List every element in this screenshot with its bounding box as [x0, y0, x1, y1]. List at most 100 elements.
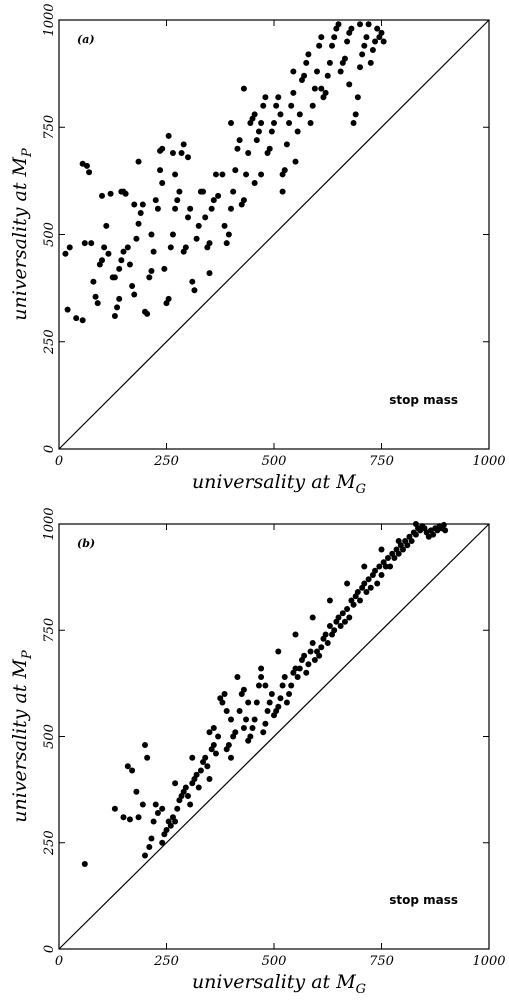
data-point — [221, 691, 228, 697]
data-point — [185, 154, 191, 161]
data-point — [159, 839, 166, 846]
data-point — [339, 610, 346, 617]
data-point — [219, 171, 226, 178]
data-point — [266, 699, 273, 706]
data-point — [206, 776, 213, 782]
data-point — [309, 640, 316, 646]
data-point — [354, 589, 361, 595]
data-point — [275, 648, 282, 655]
data-point — [378, 572, 385, 578]
data-point — [223, 240, 230, 247]
data-point — [120, 814, 127, 821]
data-point — [161, 265, 168, 272]
y-tick-label: 0 — [42, 945, 57, 953]
data-point — [374, 25, 381, 32]
data-point — [135, 220, 142, 227]
data-point — [142, 852, 148, 859]
data-point — [271, 119, 277, 126]
data-point — [318, 85, 325, 92]
data-point — [114, 304, 121, 311]
data-point — [380, 38, 387, 45]
data-point — [215, 192, 222, 199]
data-point — [316, 42, 323, 49]
data-point — [185, 793, 191, 799]
data-point — [131, 201, 138, 208]
data-point — [167, 244, 174, 251]
data-point — [131, 291, 138, 298]
data-point — [305, 661, 312, 668]
data-point — [341, 55, 348, 62]
data-point — [303, 59, 310, 66]
x-tick-label: 250 — [153, 454, 179, 469]
data-point — [176, 188, 183, 195]
data-point — [124, 244, 131, 251]
y-tick-label: 750 — [42, 618, 57, 643]
data-point — [412, 521, 419, 527]
data-point — [169, 149, 176, 156]
data-point — [142, 742, 148, 748]
data-point — [240, 85, 247, 92]
data-point — [326, 623, 333, 629]
data-point — [359, 51, 366, 58]
data-point — [124, 763, 131, 770]
data-point — [236, 708, 243, 714]
data-point — [301, 652, 308, 659]
data-point — [133, 235, 140, 242]
data-point — [309, 102, 316, 109]
data-point — [172, 171, 179, 178]
y-tick-label: 500 — [42, 222, 57, 247]
data-point — [277, 111, 284, 118]
data-point — [266, 145, 273, 152]
data-point — [296, 111, 303, 118]
data-point — [260, 102, 267, 109]
data-point — [281, 674, 288, 680]
panel-label: (b) — [77, 537, 95, 550]
data-point — [146, 274, 153, 281]
stop-mass-annotation: stop mass — [389, 393, 458, 407]
data-point — [262, 94, 269, 101]
data-point — [228, 205, 234, 212]
data-point — [324, 640, 331, 646]
data-point — [185, 214, 191, 221]
data-point — [135, 814, 142, 821]
data-point — [212, 750, 219, 757]
data-point — [275, 94, 282, 101]
data-point — [378, 546, 385, 553]
data-point — [303, 669, 310, 676]
data-point — [228, 716, 234, 723]
data-point — [206, 729, 213, 736]
data-point — [245, 699, 252, 706]
x-tick-label: 500 — [262, 954, 287, 969]
data-point — [236, 137, 243, 144]
data-point — [283, 699, 290, 706]
data-point — [361, 42, 368, 49]
data-point — [90, 278, 97, 285]
data-point — [129, 767, 136, 774]
data-point — [281, 167, 288, 174]
x-tick-label: 0 — [55, 454, 63, 469]
y-tick-label: 500 — [42, 724, 57, 749]
data-point — [268, 128, 275, 135]
data-point — [163, 827, 170, 833]
data-point — [118, 257, 125, 264]
data-point — [152, 801, 159, 808]
data-point — [296, 665, 303, 672]
data-point — [311, 657, 318, 663]
data-point — [357, 597, 363, 604]
data-point — [193, 771, 200, 778]
panel-label: (a) — [77, 33, 95, 46]
data-point — [165, 295, 172, 302]
data-point — [412, 531, 419, 538]
data-point — [174, 197, 181, 204]
data-point — [262, 682, 269, 689]
data-point — [189, 754, 196, 761]
data-point — [133, 788, 140, 795]
panel-b: 0 250 500 750 1000 0 250 500 750 1000 universality… — [9, 507, 506, 997]
data-point — [264, 708, 271, 714]
data-point — [301, 72, 308, 79]
data-point — [150, 818, 157, 825]
data-point — [105, 250, 112, 257]
data-point — [318, 34, 325, 41]
data-point — [62, 250, 69, 257]
data-point — [193, 235, 200, 242]
